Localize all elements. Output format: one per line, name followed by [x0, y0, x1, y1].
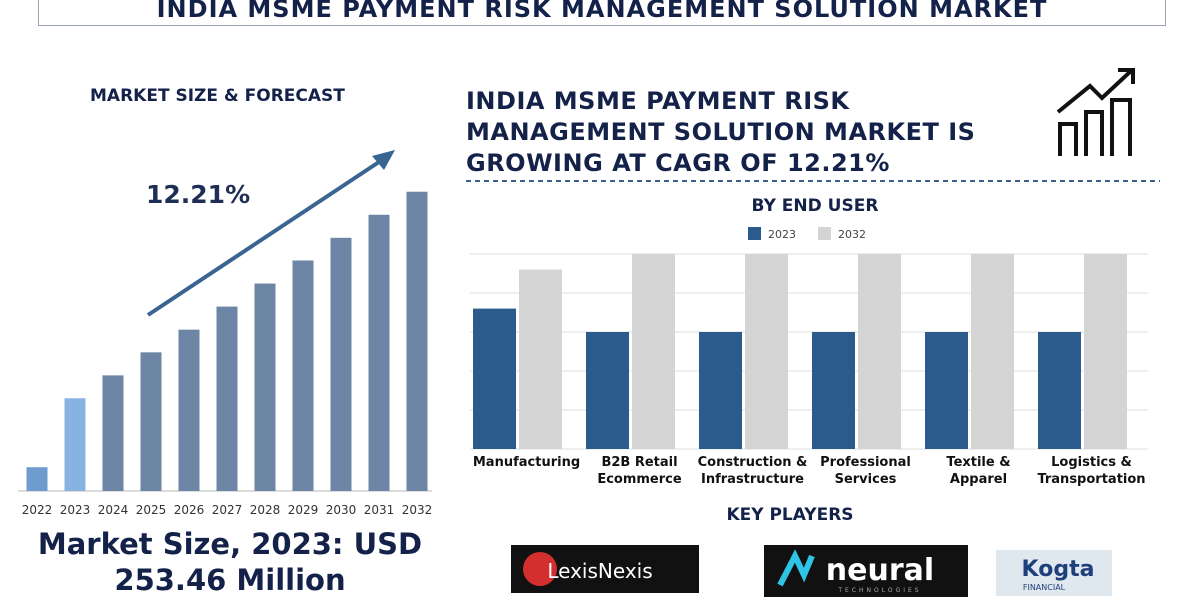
bar	[330, 237, 352, 491]
legend-swatch	[748, 227, 761, 240]
x-tick-label: 2023	[60, 503, 91, 517]
bar	[140, 352, 162, 491]
bar	[586, 332, 629, 449]
x-tick-label: 2025	[136, 503, 167, 517]
page-title: INDIA MSME PAYMENT RISK MANAGEMENT SOLUT…	[38, 0, 1166, 26]
x-tick-label: 2022	[22, 503, 53, 517]
x-tick-label: Logistics & Transportation	[1037, 455, 1146, 487]
bar	[1038, 332, 1081, 449]
bar	[292, 260, 314, 491]
x-tick-label: 2026	[174, 503, 205, 517]
logo-emblem	[523, 552, 557, 586]
logo-box	[996, 550, 1112, 596]
logo-emblem	[777, 549, 815, 587]
bar	[971, 254, 1014, 449]
bar	[925, 332, 968, 449]
x-tick-label: Manufacturing	[472, 455, 581, 470]
chart-title: BY END USER	[751, 196, 879, 216]
bar	[632, 254, 675, 449]
bar	[216, 306, 238, 491]
bar	[699, 332, 742, 449]
bar	[102, 375, 124, 491]
bar	[473, 308, 516, 449]
x-tick-label: Professional Services	[820, 455, 911, 487]
x-tick-label: Construction & Infrastructure	[697, 455, 808, 487]
bar	[858, 254, 901, 449]
x-tick-label: 2032	[402, 503, 433, 517]
legend-label: 2032	[838, 228, 866, 241]
bar	[64, 398, 86, 491]
bar	[368, 214, 390, 491]
chart-title: MARKET SIZE & FORECAST	[90, 86, 345, 106]
logo-text: neural	[826, 553, 934, 588]
x-tick-label: Textile & Apparel	[946, 455, 1011, 487]
arrow-head	[372, 150, 395, 170]
section-title: KEY PLAYERS	[726, 505, 854, 525]
x-tick-label: 2031	[364, 503, 395, 517]
logo-text: LexisNexis	[547, 559, 652, 583]
bar	[26, 467, 48, 491]
bar	[178, 329, 200, 491]
x-tick-label: B2B Retail Ecommerce	[597, 455, 682, 487]
x-tick-label: 2028	[250, 503, 281, 517]
logo-tagline: TECHNOLOGIES	[837, 587, 921, 594]
trend-arrow	[146, 156, 387, 317]
headline: INDIA MSME PAYMENT RISK MANAGEMENT SOLUT…	[466, 87, 976, 177]
x-tick-label: 2029	[288, 503, 319, 517]
x-tick-label: 2024	[98, 503, 129, 517]
bar	[406, 191, 428, 491]
x-tick-label: 2027	[212, 503, 243, 517]
bar	[745, 254, 788, 449]
legend-swatch	[818, 227, 831, 240]
logo-text: Kogta	[1022, 557, 1095, 582]
logo-box	[764, 545, 968, 597]
logo-tagline: FINANCIAL	[1023, 583, 1066, 592]
bar	[519, 269, 562, 449]
bar	[1084, 254, 1127, 449]
x-tick-label: 2030	[326, 503, 357, 517]
bar	[254, 283, 276, 491]
bar	[812, 332, 855, 449]
market-size: Market Size, 2023: USD 253.46 Million	[37, 527, 423, 597]
cagr-annotation: 12.21%	[146, 180, 251, 209]
legend-label: 2023	[768, 228, 796, 241]
growth-icon	[1056, 68, 1135, 156]
